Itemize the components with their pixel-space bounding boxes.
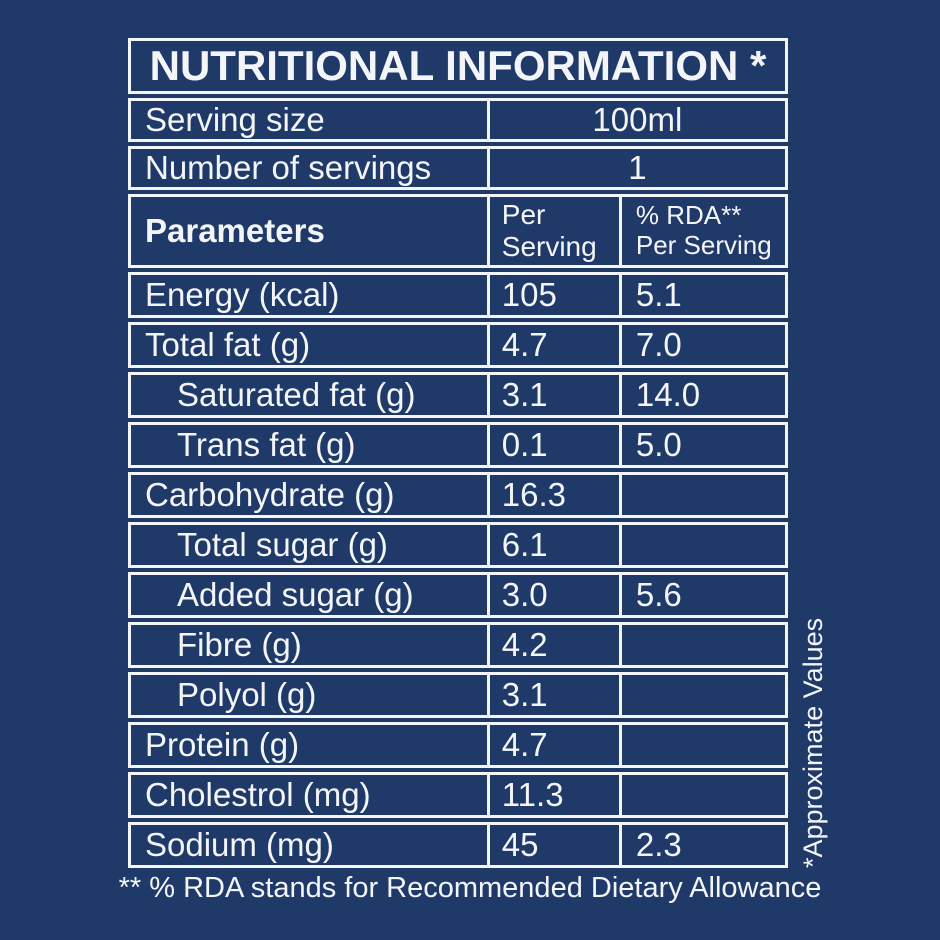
table-row: Added sugar (g) 3.0 5.6: [128, 572, 788, 618]
rda-value: [618, 625, 785, 665]
per-serving-value: 6.1: [486, 525, 619, 565]
per-serving-value: 3.0: [486, 575, 619, 615]
table-row: Carbohydrate (g) 16.3: [128, 472, 788, 518]
row-label: Added sugar (g): [177, 576, 414, 613]
rda-footnote: ** % RDA stands for Recommended Dietary …: [118, 872, 822, 904]
table-row: Polyol (g) 3.1: [128, 672, 788, 718]
row-label: Carbohydrate (g): [145, 476, 395, 513]
per-serving-value: 3.1: [486, 375, 619, 415]
row-label: Saturated fat (g): [177, 376, 416, 413]
rda-header: % RDA** Per Serving: [618, 197, 785, 265]
per-serving-value: 4.7: [486, 325, 619, 365]
serving-size-row: Serving size 100ml: [128, 98, 788, 142]
row-label: Total fat (g): [145, 326, 311, 363]
rda-value: 5.1: [618, 275, 785, 315]
table-row: Total fat (g) 4.7 7.0: [128, 322, 788, 368]
row-label: Energy (kcal): [145, 276, 340, 313]
rda-value: [618, 525, 785, 565]
approximate-values-note: *Approximate Values: [798, 617, 828, 868]
number-of-servings-label: Number of servings: [145, 149, 432, 186]
row-label: Fibre (g): [177, 626, 302, 663]
table-row: Total sugar (g) 6.1: [128, 522, 788, 568]
rda-value: 7.0: [618, 325, 785, 365]
row-label: Polyol (g): [177, 676, 317, 713]
rda-value: [618, 725, 785, 765]
parameters-header: Parameters: [145, 212, 325, 250]
table-header-row: Parameters Per Serving % RDA** Per Servi…: [128, 194, 788, 268]
rda-value: [618, 475, 785, 515]
table-row: Trans fat (g) 0.1 5.0: [128, 422, 788, 468]
row-label: Trans fat (g): [177, 426, 356, 463]
table-row: Energy (kcal) 105 5.1: [128, 272, 788, 318]
per-serving-value: 11.3: [486, 775, 619, 815]
per-serving-value: 105: [486, 275, 619, 315]
row-label: Cholestrol (mg): [145, 776, 371, 813]
row-label: Protein (g): [145, 726, 300, 763]
table-row: Saturated fat (g) 3.1 14.0: [128, 372, 788, 418]
rda-value: [618, 775, 785, 815]
rda-value: 5.0: [618, 425, 785, 465]
row-label: Total sugar (g): [177, 526, 388, 563]
per-serving-value: 45: [486, 825, 619, 865]
table-row: Sodium (mg) 45 2.3: [128, 822, 788, 868]
serving-size-value: 100ml: [486, 101, 785, 139]
number-of-servings-value: 1: [486, 149, 785, 187]
rda-value: 14.0: [618, 375, 785, 415]
row-label: Sodium (mg): [145, 826, 334, 863]
table-row: Fibre (g) 4.2: [128, 622, 788, 668]
per-serving-value: 4.7: [486, 725, 619, 765]
nutrition-table: NUTRITIONAL INFORMATION * Serving size 1…: [128, 38, 788, 868]
number-of-servings-row: Number of servings 1: [128, 146, 788, 190]
rda-value: 5.6: [618, 575, 785, 615]
rda-value: [618, 675, 785, 715]
per-serving-value: 16.3: [486, 475, 619, 515]
serving-size-label: Serving size: [145, 101, 325, 138]
table-title-row: NUTRITIONAL INFORMATION *: [128, 38, 788, 94]
per-serving-header: Per Serving: [486, 197, 619, 265]
per-serving-value: 0.1: [486, 425, 619, 465]
table-row: Protein (g) 4.7: [128, 722, 788, 768]
per-serving-value: 3.1: [486, 675, 619, 715]
rda-value: 2.3: [618, 825, 785, 865]
table-title: NUTRITIONAL INFORMATION *: [149, 42, 767, 89]
table-row: Cholestrol (mg) 11.3: [128, 772, 788, 818]
per-serving-value: 4.2: [486, 625, 619, 665]
